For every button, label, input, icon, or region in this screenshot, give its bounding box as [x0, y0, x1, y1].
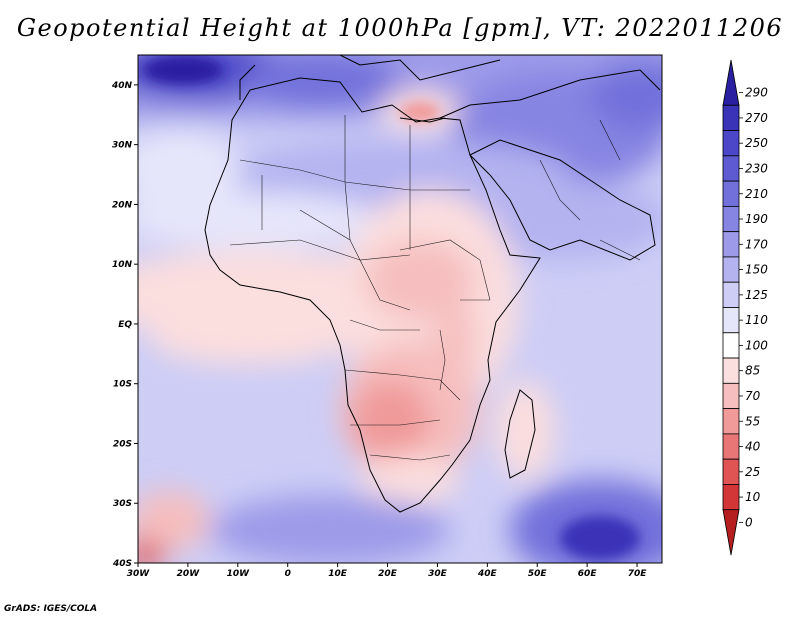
lon-tick-label: 10W: [227, 569, 251, 579]
lat-tick-label: 20N: [112, 200, 133, 210]
colorbar-cell: [722, 130, 740, 157]
colorbar-label: 100: [745, 338, 768, 352]
lon-tick-label: 60E: [578, 569, 598, 579]
colorbar-label: 170: [745, 237, 768, 251]
lon-tick-label: 20E: [378, 569, 398, 579]
colorbar-label: 150: [745, 263, 768, 277]
country-borders: [229, 115, 641, 461]
colorbar-cell: [722, 408, 740, 435]
colorbar-cell: [722, 458, 740, 485]
colorbar-cell: [722, 180, 740, 207]
lon-tick-label: 0: [285, 569, 291, 579]
colorbar-label: 210: [745, 187, 768, 201]
colorbar-label: 250: [745, 136, 768, 150]
colorbar-label: 25: [745, 465, 760, 479]
colorbar-cell: [722, 205, 740, 233]
colorbar-label: 190: [745, 212, 768, 226]
colorbar-cell: [722, 155, 740, 182]
lon-tick-label: 20W: [177, 569, 201, 579]
colorbar-label: 0: [745, 515, 753, 529]
lon-tick-label: 30W: [127, 569, 151, 579]
colorbar-cell: [722, 104, 740, 131]
lat-tick-label: 40S: [112, 559, 132, 569]
colorbar-cell: [722, 307, 740, 334]
colorbar-label: 10: [745, 490, 761, 504]
colorbar-cell: [722, 332, 740, 359]
colorbar: 2902702502302101901701501251101008570554…: [722, 59, 768, 556]
colorbar-label: 70: [745, 389, 761, 403]
lat-tick-label: 40N: [111, 81, 133, 91]
colorbar-cell: [722, 484, 740, 511]
longitude-axis: 30W 20W 10W 0 10E 20E 30E 40E 50E 60E 70E: [127, 563, 647, 579]
colorbar-label: 40: [745, 440, 761, 454]
map-title: Geopotential Height at 1000hPa [gpm], VT…: [16, 14, 784, 42]
lat-tick-label: 30S: [113, 499, 132, 509]
colorbar-cell: [722, 357, 740, 384]
colorbar-cell: [722, 509, 740, 556]
colorbar-label: 110: [745, 313, 768, 327]
colorbar-label: 230: [745, 161, 768, 175]
lat-tick-label: EQ: [118, 320, 132, 330]
map-frame: [137, 54, 663, 564]
lat-tick-label: 30N: [112, 141, 133, 151]
colorbar-cell: [722, 382, 740, 410]
lat-tick-label: 10N: [112, 260, 133, 270]
latitude-axis: 40N 30N 20N 10N EQ 10S 20S 30S 40S: [111, 81, 138, 569]
colorbar-cell: [722, 433, 740, 460]
lat-tick-label: 20S: [113, 439, 132, 449]
colorbar-label: 125: [745, 288, 768, 302]
lon-tick-label: 40E: [477, 569, 498, 579]
grads-credit: GrADS: IGES/COLA: [4, 604, 98, 614]
lon-tick-label: 70E: [628, 569, 648, 579]
height-field: [138, 55, 662, 563]
colorbar-cell: [722, 231, 740, 258]
colorbar-cell: [722, 256, 740, 283]
lat-tick-label: 10S: [113, 380, 132, 390]
colorbar-label: 55: [745, 414, 760, 428]
colorbar-label: 270: [745, 111, 768, 125]
lon-tick-label: 30E: [428, 569, 448, 579]
colorbar-cell: [722, 59, 740, 106]
colorbar-label: 85: [745, 364, 760, 378]
colorbar-cell: [722, 281, 740, 308]
coastlines: [204, 55, 661, 513]
lon-tick-label: 50E: [528, 569, 548, 579]
colorbar-label: 290: [745, 86, 768, 100]
lon-tick-label: 10E: [328, 569, 348, 579]
